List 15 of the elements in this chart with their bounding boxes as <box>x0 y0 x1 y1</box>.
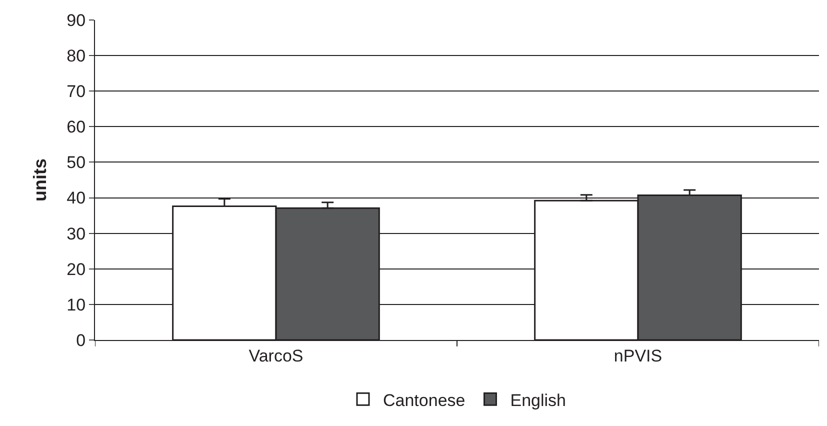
y-axis-title: units <box>30 158 50 202</box>
y-tick-label: 70 <box>66 82 86 102</box>
y-tick-label: 60 <box>66 118 86 137</box>
legend-label: English <box>510 390 566 410</box>
y-tick-label: 90 <box>66 10 86 30</box>
y-tick-label: 30 <box>66 224 86 244</box>
y-tick-label: 10 <box>66 295 86 314</box>
y-tick-label: 80 <box>66 46 86 66</box>
y-tick-label: 40 <box>66 188 86 208</box>
x-tick-label: nPVIS <box>614 346 662 366</box>
y-tick-label: 0 <box>76 330 86 350</box>
x-tick-label: VarcoS <box>248 346 304 366</box>
legend-label: Cantonese <box>383 390 466 410</box>
y-tick-label: 20 <box>66 260 86 279</box>
y-tick-label: 50 <box>66 153 86 172</box>
